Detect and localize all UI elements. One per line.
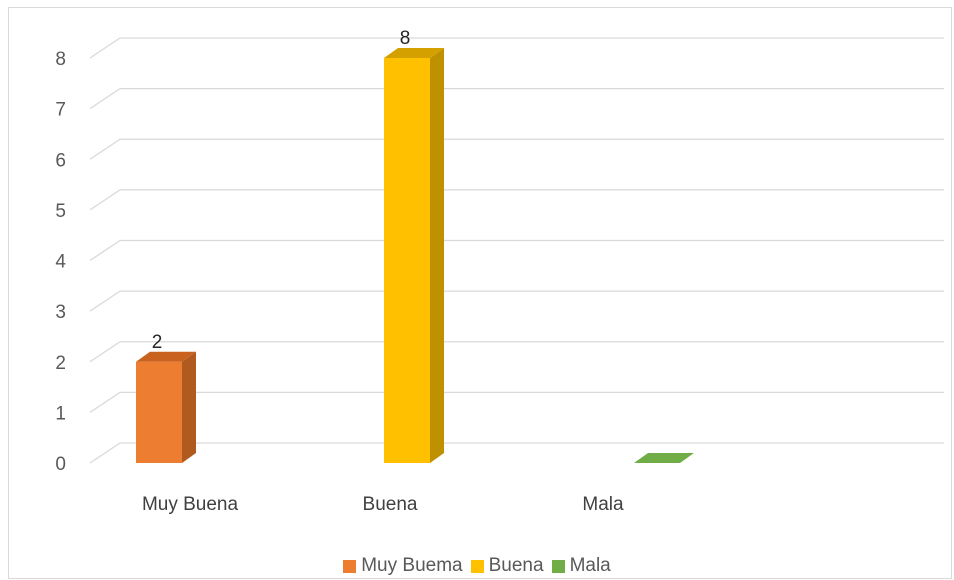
bar-top xyxy=(634,453,694,463)
bar-top xyxy=(384,48,444,58)
x-tick-label: Buena xyxy=(363,494,418,515)
x-tick-label: Muy Buena xyxy=(142,494,239,515)
legend-label: Buena xyxy=(488,555,544,576)
gridline-depth xyxy=(89,239,121,262)
gridline-depth xyxy=(89,341,121,363)
y-tick-label: 6 xyxy=(55,150,66,171)
y-tick-label: 5 xyxy=(55,201,66,222)
gridline-depth xyxy=(89,88,121,110)
bar xyxy=(136,361,182,463)
legend: Muy Buema Buena Mala xyxy=(0,555,954,579)
data-label: 2 xyxy=(152,332,163,353)
x-tick-label: Mala xyxy=(582,494,624,515)
legend-item: Buena xyxy=(470,555,544,577)
y-tick-label: 8 xyxy=(55,49,66,70)
chart-frame xyxy=(8,7,952,579)
y-tick-label: 4 xyxy=(55,252,66,273)
gridline-depth xyxy=(89,391,121,413)
gridline-depth xyxy=(89,189,121,211)
y-tick-label: 2 xyxy=(55,353,66,374)
legend-label: Muy Buema xyxy=(361,555,463,576)
gridline-depth xyxy=(89,37,121,59)
bar xyxy=(384,58,430,463)
y-tick-label: 7 xyxy=(55,100,66,121)
data-label: 8 xyxy=(400,28,411,49)
legend-item: Muy Buema xyxy=(343,555,463,577)
legend-item: Mala xyxy=(551,555,611,577)
legend-label: Mala xyxy=(569,555,611,576)
y-tick-label: 1 xyxy=(55,403,66,424)
gridline-depth xyxy=(89,442,121,464)
bar-top xyxy=(136,351,196,362)
legend-swatch xyxy=(343,559,357,573)
y-tick-label: 3 xyxy=(55,302,66,323)
bar-side xyxy=(430,48,444,463)
legend-swatch xyxy=(470,559,484,573)
y-tick-label: 0 xyxy=(55,454,66,475)
gridline-depth xyxy=(89,290,121,312)
legend-swatch xyxy=(551,559,565,573)
gridline-depth xyxy=(89,138,121,160)
bar-side xyxy=(182,351,196,463)
